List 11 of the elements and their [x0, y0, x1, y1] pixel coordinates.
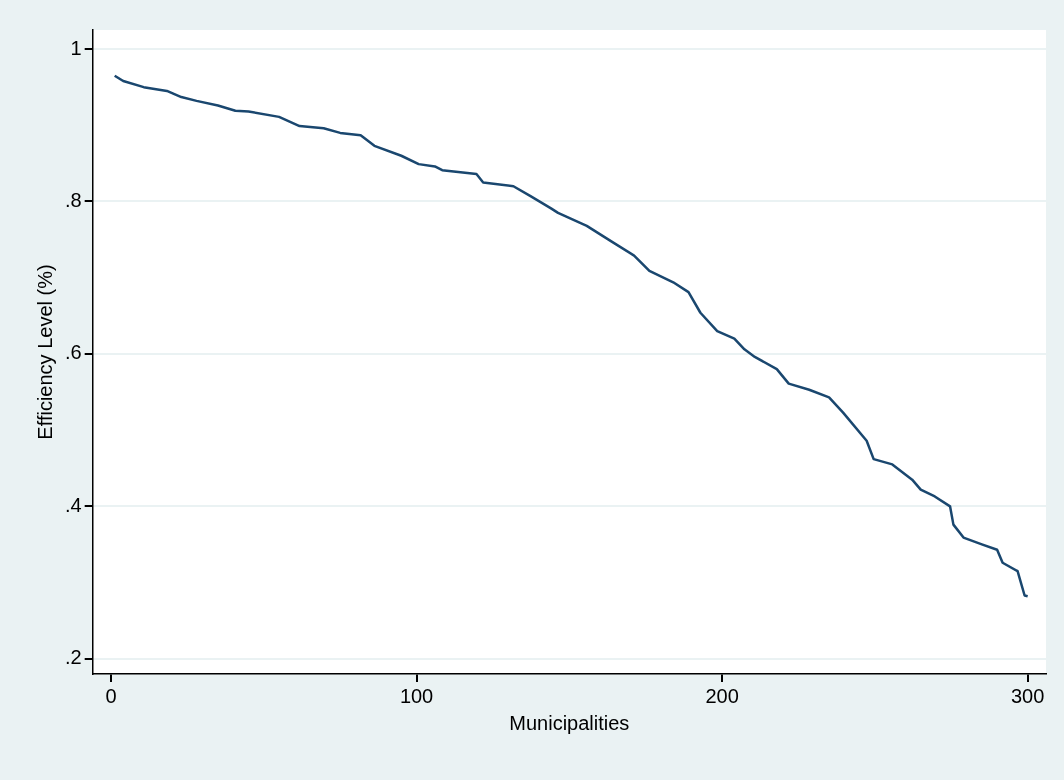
x-tick-label: 0: [105, 684, 117, 707]
x-tick-label: 100: [399, 684, 434, 707]
y-tick-label: .8: [64, 188, 82, 211]
x-tick-label: 200: [705, 684, 739, 707]
y-tick-label: 1: [70, 36, 82, 59]
x-axis-title: Municipalities: [509, 711, 630, 734]
x-tick-label: 300: [1010, 684, 1045, 707]
y-tick-label: .2: [64, 646, 82, 669]
y-tick-label: .6: [64, 341, 82, 364]
y-axis-title: Efficiency Level (%): [33, 264, 56, 440]
y-tick-label: .4: [64, 493, 82, 516]
